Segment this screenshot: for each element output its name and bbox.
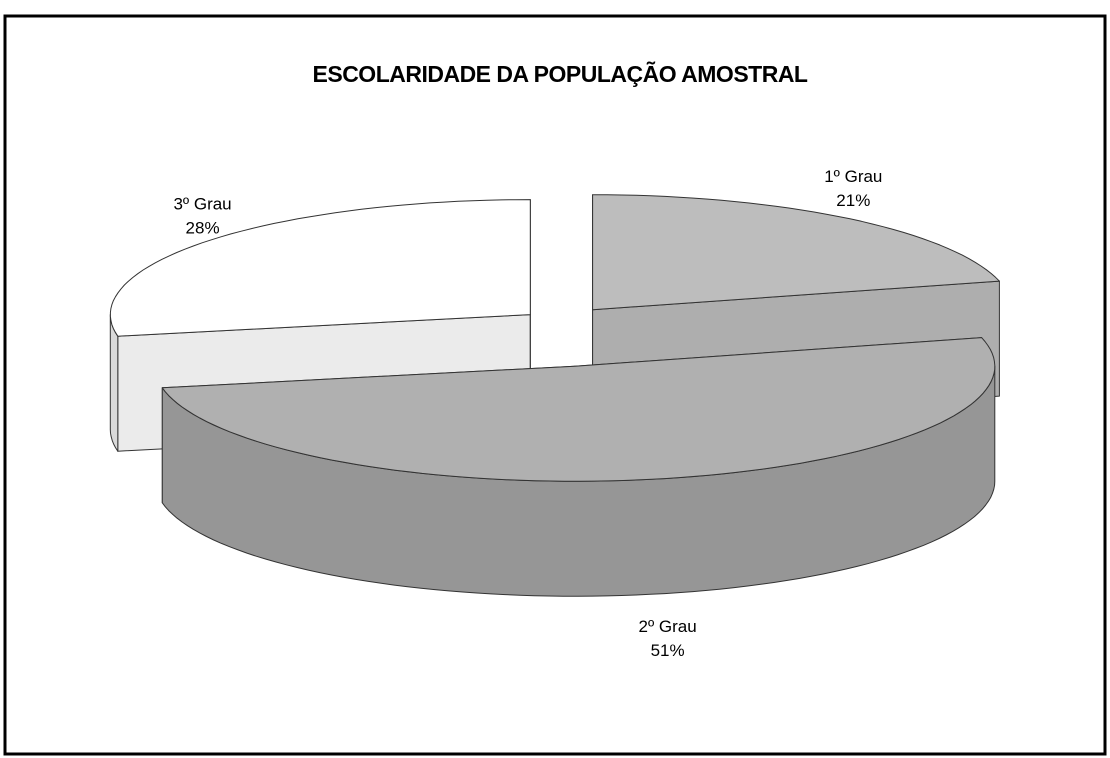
label-value: 28% xyxy=(186,218,220,237)
chart-title: ESCOLARIDADE DA POPULAÇÃO AMOSTRAL xyxy=(313,60,808,87)
pie-slice xyxy=(592,194,1000,311)
label-value: 21% xyxy=(836,191,870,210)
label-category: 2º Grau xyxy=(639,617,697,636)
pie-slice xyxy=(109,199,531,337)
data-label: 3º Grau 28% xyxy=(173,194,231,237)
label-category: 3º Grau xyxy=(173,194,231,213)
data-label: 1º Grau 21% xyxy=(824,167,882,210)
data-label: 2º Grau 51% xyxy=(639,617,697,660)
pie xyxy=(109,194,1000,597)
pie-slice xyxy=(161,337,996,482)
labels: 1º Grau 21% 2º Grau 51% 3º Grau 28% xyxy=(173,167,882,660)
label-value: 51% xyxy=(651,641,685,660)
label-category: 1º Grau xyxy=(824,167,882,186)
